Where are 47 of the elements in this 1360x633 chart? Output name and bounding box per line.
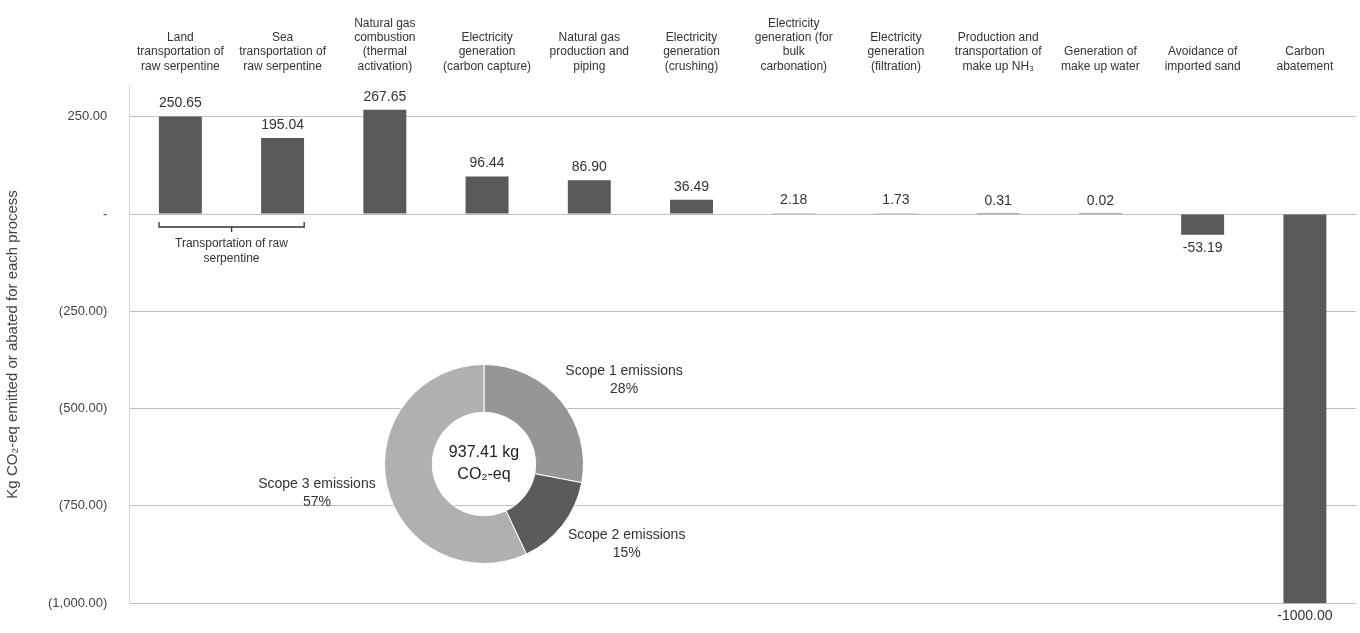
x-tick-label: Land transportation of raw serpentine (137, 29, 225, 73)
data-label: 0.02 (1086, 191, 1115, 208)
x-tick-label: Electricity generation (crushing) (663, 29, 720, 73)
x-tick-label: Generation of make up water (1061, 44, 1140, 73)
y-tick-label: (1,000.00) (48, 594, 108, 610)
data-label: -53.19 (1182, 238, 1223, 255)
y-tick-label: - (102, 205, 108, 221)
y-tick-label: 250.00 (67, 108, 108, 124)
slice-label: Scope 1 emissions (565, 362, 683, 379)
x-tick-label: Electricity generation (carbon capture) (443, 29, 532, 73)
x-tick-label: Electricity generation (for bulk carbonation) (754, 15, 833, 73)
x-tick-label: Carbon abatement (1276, 44, 1334, 73)
data-label: 0.31 (984, 191, 1013, 208)
data-label: 86.90 (571, 158, 608, 175)
data-label: 57% (302, 492, 331, 509)
bar (670, 199, 713, 214)
bar (1181, 214, 1225, 235)
x-tick-label: Natural gas combustion (thermal activation) (354, 15, 416, 73)
data-label: 15% (612, 544, 641, 561)
bar (567, 180, 611, 214)
data-label: 2.18 (780, 191, 808, 208)
annotation: Transportation of raw serpentine (174, 236, 289, 267)
bar (1283, 214, 1327, 604)
data-label: 250.65 (158, 94, 202, 111)
data-label: 28% (610, 380, 639, 397)
x-tick-label: Natural gas production and piping (549, 29, 629, 73)
data-label: -1000.00 (1277, 607, 1333, 624)
y-tick-label: (250.00) (58, 302, 108, 318)
slice-label: Scope 2 emissions (567, 526, 686, 543)
bar (261, 138, 305, 214)
data-label: 267.65 (363, 87, 407, 104)
x-tick-label: Avoidance of imported sand (1164, 44, 1241, 73)
data-label: 36.49 (673, 177, 710, 194)
data-label: 195.04 (261, 115, 305, 132)
bar (465, 176, 509, 214)
x-tick-label: Production and transportation of make up NH₃ (954, 29, 1043, 73)
y-tick-label: (750.00) (58, 497, 108, 513)
bar (363, 109, 407, 214)
bar (158, 116, 202, 214)
y-tick-label: (500.00) (58, 400, 108, 416)
data-label: 1.73 (882, 191, 910, 208)
slice-label: Scope 3 emissions (258, 474, 376, 491)
y-axis-title: Kg CO₂-eq emitted or abated for each process (3, 190, 21, 499)
annotation: 937.41 kg CO₂-eq (448, 443, 520, 483)
x-tick-label: Sea transportation of raw serpentine (239, 29, 327, 73)
x-tick-label: Electricity generation (filtration) (867, 29, 925, 73)
data-label: 96.44 (469, 154, 505, 171)
